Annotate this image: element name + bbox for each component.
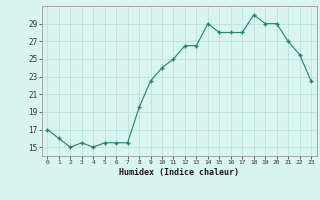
X-axis label: Humidex (Indice chaleur): Humidex (Indice chaleur)	[119, 168, 239, 177]
